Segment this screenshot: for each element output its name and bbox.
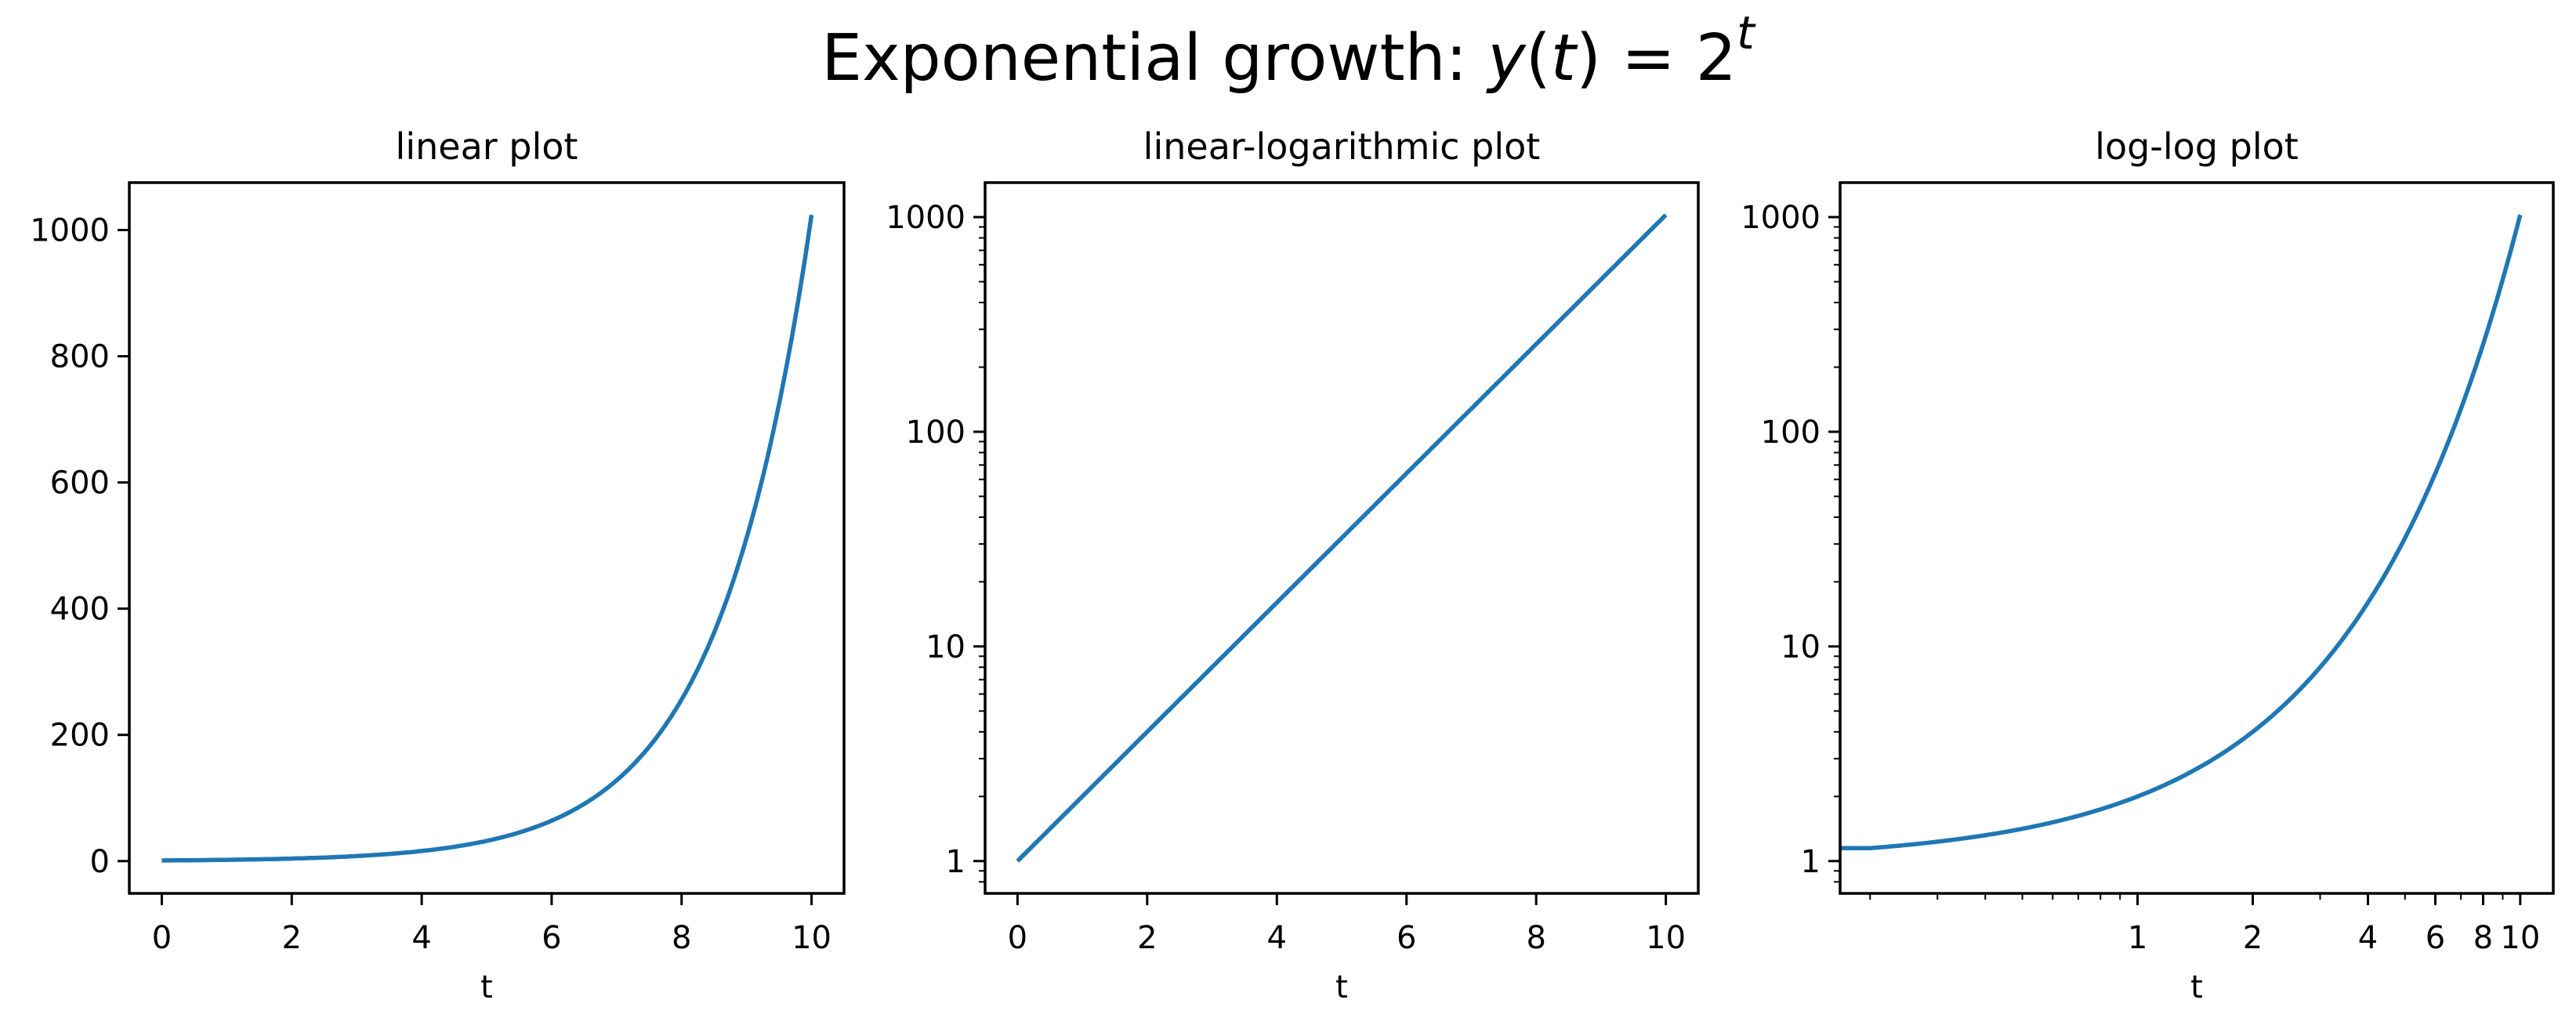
x-tick-label: 4	[1267, 920, 1287, 956]
x-tick-label: 4	[411, 920, 431, 956]
y-tick-label: 600	[50, 466, 110, 502]
y-tick-label: 200	[50, 718, 110, 754]
x-axis-label: t	[2190, 969, 2203, 1005]
y-tick-label: 400	[50, 592, 110, 628]
axes-title: linear plot	[396, 125, 578, 168]
y-tick-label: 1	[1801, 844, 1821, 880]
y-tick-label: 0	[90, 844, 110, 880]
panel-linear-log: 0 2 4 6 8 10 1 10 100 1000 linear-logarithmic plot…	[886, 125, 1700, 1005]
x-tick-label: 4	[2358, 920, 2378, 956]
series-line	[1016, 213, 1668, 863]
x-tick-label: 8	[1526, 920, 1545, 956]
x-tick-label: 2	[1137, 920, 1157, 956]
panel-linear: 0 2 4 6 8 10 0 200 400 600 800 1000 linear plot t	[30, 125, 846, 1005]
axes-frame	[1839, 181, 2555, 895]
series-line	[161, 214, 814, 863]
y-tick-label: 1	[946, 844, 966, 880]
series-line	[1840, 214, 2523, 851]
suptitle-text: Exponential growth:	[821, 21, 1488, 96]
axes-title: log-log plot	[2095, 125, 2299, 168]
x-tick-label: 6	[542, 920, 561, 956]
x-tick-label: 0	[1008, 920, 1027, 956]
y-tick-label: 1000	[886, 200, 966, 236]
x-tick-label: 6	[1397, 920, 1416, 956]
x-tick-label: 2	[2243, 920, 2263, 956]
y-tick-label: 1000	[30, 213, 110, 249]
x-tick-label: 0	[152, 920, 172, 956]
y-tick-label: 100	[1761, 415, 1821, 451]
axes-title: linear-logarithmic plot	[1143, 125, 1541, 168]
x-tick-label: 2	[282, 920, 302, 956]
y-tick-label: 100	[906, 415, 966, 451]
x-axis-label: t	[1335, 969, 1348, 1005]
y-tick-label: 10	[926, 629, 966, 665]
y-tick-label: 10	[1781, 629, 1821, 665]
x-tick-label: 6	[2426, 920, 2445, 956]
x-tick-label: 10	[2500, 920, 2540, 956]
x-tick-label: 8	[2473, 920, 2493, 956]
x-tick-label: 8	[672, 920, 691, 956]
suptitle-formula: y(t) = 2t	[1487, 6, 1755, 96]
y-tick-label: 800	[50, 339, 110, 375]
y-tick-label: 1000	[1741, 200, 1821, 236]
x-tick-label: 10	[1646, 920, 1686, 956]
figure-suptitle: Exponential growth: y(t) = 2t	[0, 6, 2576, 102]
axes-frame	[984, 181, 1700, 895]
axes-frame	[128, 181, 846, 895]
x-tick-label: 10	[792, 920, 831, 956]
x-tick-label: 1	[2128, 920, 2147, 956]
x-axis-label: t	[480, 969, 493, 1005]
